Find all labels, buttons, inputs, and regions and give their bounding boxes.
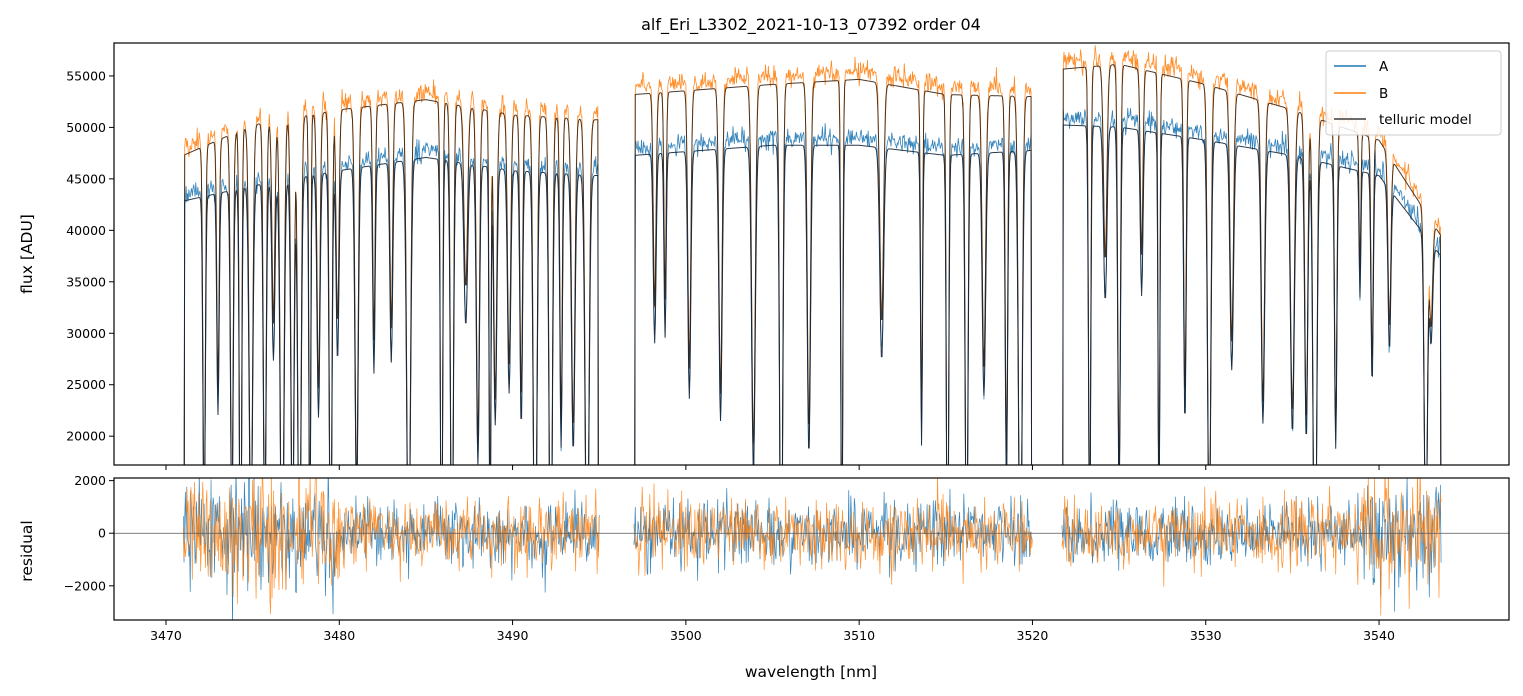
telluric-model-a-segment-1 <box>634 144 1033 465</box>
legend-label-model: telluric model <box>1379 112 1472 128</box>
bottom-y-tick-label: 0 <box>98 526 106 541</box>
residual-b-segment-0 <box>182 478 600 615</box>
legend: A B telluric model <box>1325 50 1502 136</box>
series-b-line-segment-1 <box>634 56 1032 465</box>
bottom-y-axis-label: residual <box>18 520 36 581</box>
top-y-tick-label: 50000 <box>66 120 106 135</box>
x-tick-label: 3500 <box>670 628 702 643</box>
residual-b-segment-2 <box>1061 478 1442 616</box>
series-a-line-segment-1 <box>634 123 1032 465</box>
top-y-axis-label: flux [ADU] <box>18 214 36 294</box>
telluric-model-b-segment-1 <box>634 78 1033 465</box>
x-tick-label: 3540 <box>1363 628 1395 643</box>
bottom-y-tick-label: 2000 <box>74 473 106 488</box>
telluric-model-a-segment-0 <box>183 156 599 465</box>
top-y-tick-label: 30000 <box>66 326 106 341</box>
x-tick-label: 3510 <box>843 628 875 643</box>
top-y-tick-label: 45000 <box>66 171 106 186</box>
telluric-model-a-segment-2 <box>1062 124 1442 465</box>
top-y-tick-label: 55000 <box>66 68 106 83</box>
residual-b-segment-1 <box>633 478 1033 585</box>
top-y-tick-label: 20000 <box>66 429 106 444</box>
x-tick-label: 3480 <box>323 628 355 643</box>
legend-label-a: A <box>1379 59 1389 75</box>
bottom-y-tick-label: −2000 <box>64 578 106 593</box>
x-tick-label: 3470 <box>150 628 182 643</box>
telluric-model-b-segment-2 <box>1062 64 1442 465</box>
top-y-tick-label: 25000 <box>66 377 106 392</box>
legend-box <box>1325 50 1502 136</box>
x-axis-label: wavelength [nm] <box>745 663 877 681</box>
residual-a-segment-0 <box>182 478 600 620</box>
top-y-tick-label: 35000 <box>66 274 106 289</box>
top-panel-frame <box>113 42 1510 466</box>
legend-label-b: B <box>1379 86 1388 102</box>
chart-title: alf_Eri_L3302_2021-10-13_07392 order 04 <box>641 15 981 35</box>
bottom-panel-frame <box>113 477 1510 621</box>
top-y-tick-label: 40000 <box>66 223 106 238</box>
top-panel: 20000 25000 30000 35000 40000 45000 50000 55000… <box>18 42 1510 470</box>
series-a-line-segment-2 <box>1062 107 1442 465</box>
x-tick-label: 3530 <box>1190 628 1222 643</box>
bottom-panel: −2000 0 2000 3470 3480 3490 3500 3510 3520 3530 3… <box>18 473 1510 643</box>
residual-a-segment-2 <box>1061 478 1442 612</box>
x-tick-label: 3520 <box>1017 628 1049 643</box>
x-tick-label: 3490 <box>497 628 529 643</box>
